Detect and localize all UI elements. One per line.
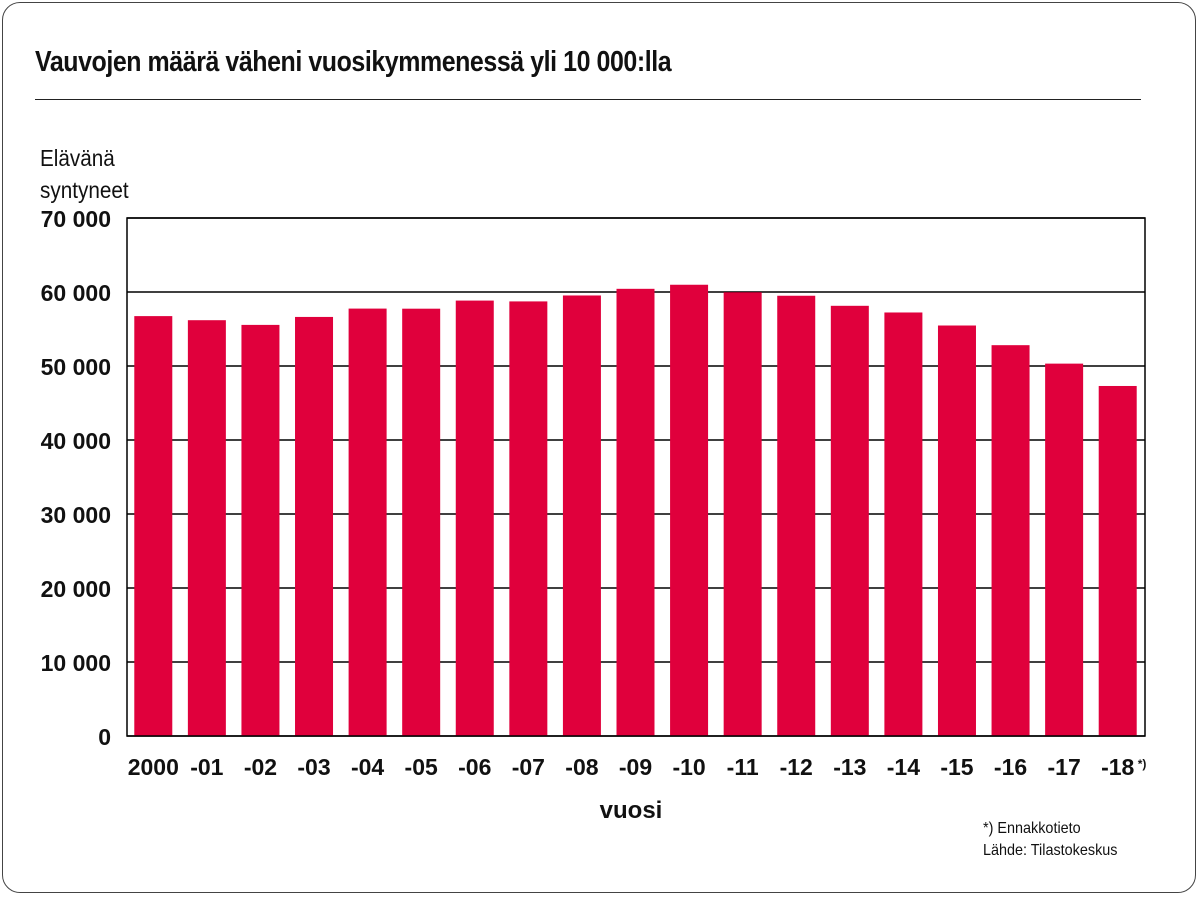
bar-y04 (348, 308, 387, 736)
x-tick-label: -16 (994, 754, 1027, 780)
x-tick-label: -06 (458, 754, 491, 780)
bar-2000 (134, 316, 173, 736)
bar-y16 (991, 345, 1030, 736)
x-tick-labels: 2000 -01 -02 -03 -04 -05 -06 -07 -08 -09 -10 -11 -12… (128, 754, 1135, 780)
source-note: Lähde: Tilastokeskus (983, 842, 1118, 859)
bar-y13 (830, 305, 869, 736)
y-axis-label-line-1: Elävänä (40, 145, 115, 171)
bar-y07 (509, 301, 548, 736)
x-tick-label: -12 (780, 754, 813, 780)
x-tick-label: -13 (833, 754, 866, 780)
bar-y05 (402, 308, 441, 736)
y-tick-label: 70 000 (41, 206, 111, 232)
y-tick-label: 0 (98, 724, 111, 750)
y-tick-labels: 0 10 000 20 000 30 000 40 000 50 000 60 000 70 … (41, 206, 111, 750)
chart-notes: *) Ennakkotieto Lähde: Tilastokeskus (983, 818, 1117, 862)
bar-y17 (1045, 363, 1084, 736)
plot-border (126, 217, 1146, 737)
x-tick-label: -01 (190, 754, 223, 780)
x-tick-label: -03 (297, 754, 330, 780)
bar-y08 (562, 295, 601, 736)
bar-y18 (1098, 385, 1137, 736)
chart-title: Vauvojen määrä väheni vuosikymmenessä yl… (35, 46, 672, 78)
footnote-marker: *) (1138, 757, 1147, 771)
y-tick-label: 10 000 (41, 650, 111, 676)
preliminary-note: *) Ennakkotieto (983, 820, 1081, 837)
title-divider (35, 99, 1141, 100)
y-axis-label-line-2: syntyneet (40, 177, 129, 203)
x-tick-label: -11 (727, 754, 759, 780)
x-tick-label: -07 (512, 754, 545, 780)
bar-y09 (616, 288, 655, 736)
bar-y01 (187, 320, 226, 736)
bar-y06 (455, 300, 494, 736)
x-tick-label: -05 (405, 754, 438, 780)
bar-y10 (670, 284, 709, 736)
bar-y11 (723, 292, 762, 736)
bar-y15 (937, 325, 976, 736)
x-tick-label: 2000 (128, 754, 179, 780)
x-tick-label: -15 (940, 754, 973, 780)
y-tick-label: 40 000 (41, 428, 111, 454)
x-tick-label: -04 (351, 754, 384, 780)
y-tick-label: 60 000 (41, 280, 111, 306)
y-axis-label: Elävänä syntyneet (40, 142, 129, 206)
x-axis-label: vuosi (600, 797, 663, 824)
y-tick-label: 50 000 (41, 354, 111, 380)
x-tick-label: -10 (672, 754, 705, 780)
bar-y02 (241, 324, 280, 736)
x-tick-label: -18 (1101, 754, 1134, 780)
x-tick-label: -14 (887, 754, 920, 780)
x-tick-label: -17 (1048, 754, 1081, 780)
x-tick-label: -02 (244, 754, 277, 780)
y-tick-label: 20 000 (41, 576, 111, 602)
bars (134, 284, 1137, 736)
x-tick-label: -08 (565, 754, 598, 780)
x-tick-label: -09 (619, 754, 652, 780)
bar-y12 (777, 295, 816, 736)
bar-y03 (295, 316, 334, 736)
bar-y14 (884, 312, 923, 736)
y-tick-label: 30 000 (41, 502, 111, 528)
